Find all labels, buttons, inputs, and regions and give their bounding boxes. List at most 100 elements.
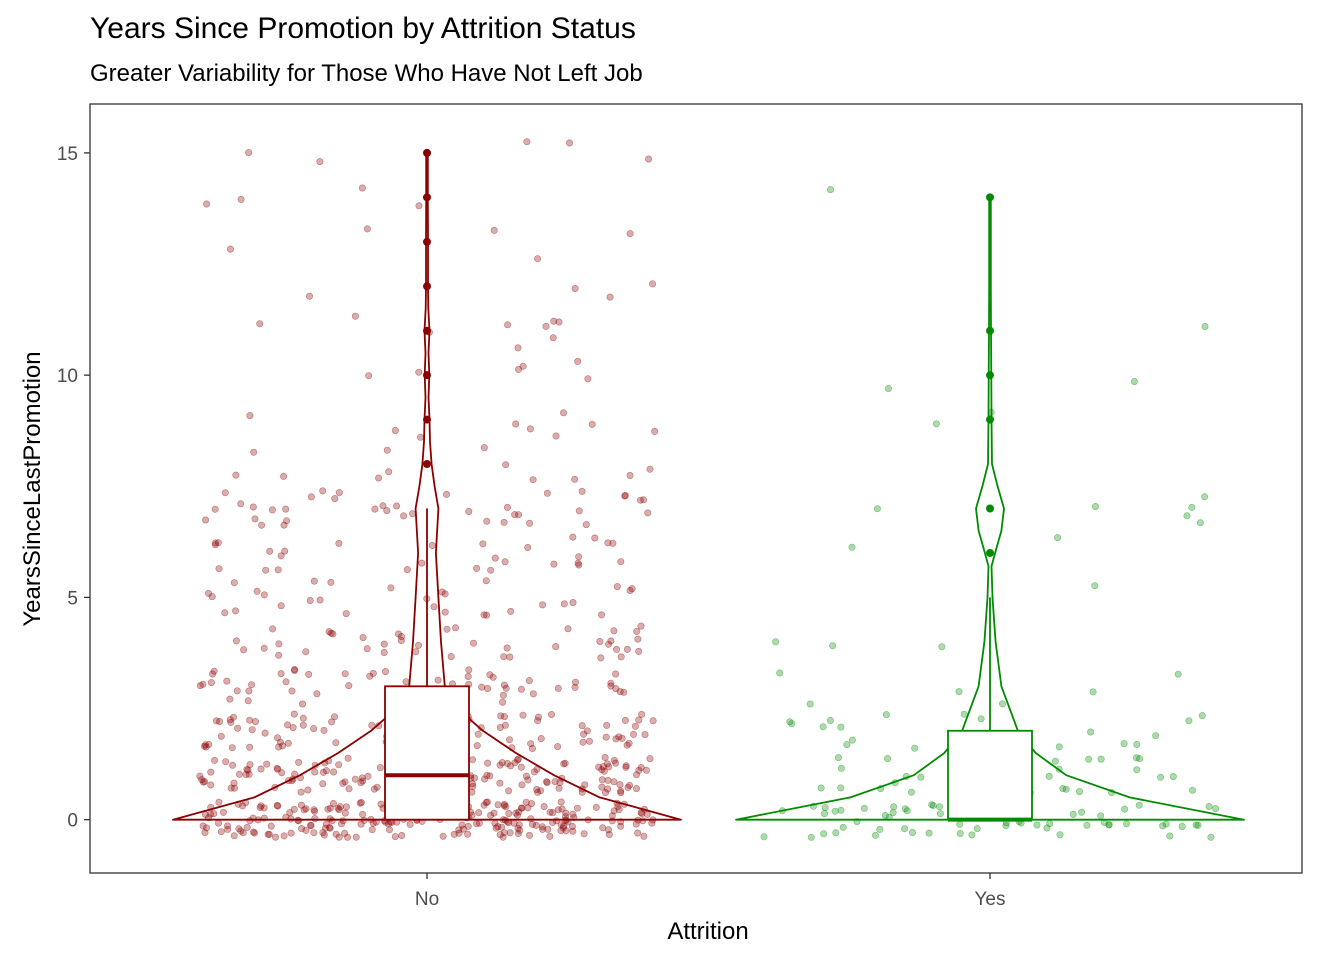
jitter-point-no bbox=[342, 610, 350, 618]
jitter-point-yes bbox=[884, 755, 892, 763]
jitter-point-yes bbox=[936, 803, 944, 811]
jitter-point-no bbox=[211, 505, 219, 513]
jitter-point-yes bbox=[1162, 820, 1170, 828]
jitter-point-no bbox=[610, 778, 618, 786]
jitter-point-no bbox=[622, 762, 630, 770]
jitter-point-yes bbox=[806, 700, 814, 708]
jitter-point-no bbox=[212, 539, 220, 547]
jitter-point-no bbox=[571, 284, 579, 292]
jitter-point-no bbox=[644, 509, 652, 517]
jitter-point-no bbox=[305, 292, 313, 300]
jitter-point-no bbox=[324, 805, 332, 813]
jitter-point-no bbox=[248, 681, 256, 689]
jitter-layer bbox=[196, 138, 1220, 841]
jitter-point-no bbox=[244, 697, 252, 705]
jitter-point-no bbox=[469, 639, 477, 647]
jitter-point-no bbox=[199, 680, 207, 688]
jitter-point-no bbox=[342, 803, 350, 811]
jitter-point-no bbox=[442, 490, 450, 498]
jitter-point-no bbox=[291, 665, 299, 673]
jitter-point-no bbox=[359, 634, 367, 642]
jitter-point-no bbox=[571, 475, 579, 483]
jitter-point-no bbox=[268, 506, 276, 514]
jitter-point-no bbox=[232, 471, 240, 479]
jitter-point-no bbox=[604, 539, 612, 547]
jitter-point-no bbox=[368, 826, 376, 834]
chart-subtitle: Greater Variability for Those Who Have N… bbox=[90, 60, 643, 87]
jitter-point-yes bbox=[1056, 831, 1064, 839]
jitter-point-no bbox=[286, 809, 294, 817]
jitter-point-no bbox=[496, 761, 504, 769]
jitter-point-no bbox=[513, 811, 521, 819]
jitter-point-no bbox=[381, 668, 389, 676]
jitter-point-no bbox=[561, 759, 569, 767]
jitter-point-no bbox=[640, 496, 648, 504]
jitter-point-no bbox=[479, 540, 487, 548]
jitter-point-no bbox=[335, 539, 343, 547]
jitter-point-no bbox=[310, 829, 318, 837]
jitter-point-no bbox=[335, 833, 343, 841]
jitter-point-no bbox=[205, 740, 213, 748]
jitter-point-yes bbox=[1212, 805, 1220, 813]
jitter-point-no bbox=[507, 762, 515, 770]
jitter-point-no bbox=[398, 831, 406, 839]
jitter-point-no bbox=[537, 735, 545, 743]
jitter-point-no bbox=[227, 245, 235, 253]
jitter-point-no bbox=[277, 552, 285, 560]
jitter-point-no bbox=[249, 503, 257, 511]
jitter-point-yes bbox=[807, 833, 815, 841]
jitter-point-no bbox=[617, 789, 625, 797]
jitter-point-no bbox=[319, 487, 327, 495]
jitter-point-no bbox=[475, 809, 483, 817]
jitter-point-no bbox=[274, 802, 282, 810]
jitter-point-yes bbox=[1087, 728, 1095, 736]
jitter-point-no bbox=[311, 815, 319, 823]
jitter-point-no bbox=[365, 372, 373, 380]
jitter-point-no bbox=[275, 640, 283, 648]
jitter-point-no bbox=[612, 735, 620, 743]
jitter-point-no bbox=[302, 648, 310, 656]
jitter-point-no bbox=[459, 825, 467, 833]
jitter-point-no bbox=[237, 827, 245, 835]
jitter-point-yes bbox=[929, 801, 937, 809]
jitter-point-no bbox=[305, 670, 313, 678]
jitter-point-no bbox=[226, 716, 234, 724]
jitter-point-no bbox=[569, 533, 577, 541]
jitter-point-no bbox=[375, 474, 383, 482]
jitter-point-no bbox=[524, 543, 532, 551]
jitter-point-no bbox=[568, 822, 576, 830]
jitter-point-no bbox=[645, 155, 653, 163]
jitter-point-yes bbox=[1123, 820, 1131, 828]
box-layer bbox=[384, 508, 1033, 822]
jitter-point-yes bbox=[1083, 821, 1091, 829]
jitter-point-no bbox=[617, 653, 625, 661]
jitter-point-no bbox=[579, 738, 587, 746]
jitter-point-no bbox=[529, 476, 537, 484]
jitter-point-no bbox=[620, 688, 628, 696]
jitter-point-no bbox=[643, 810, 651, 818]
jitter-point-yes bbox=[1078, 808, 1086, 816]
jitter-point-no bbox=[486, 671, 494, 679]
jitter-point-yes bbox=[819, 723, 827, 731]
jitter-point-no bbox=[334, 804, 342, 812]
jitter-point-yes bbox=[1002, 822, 1010, 830]
jitter-point-no bbox=[583, 727, 591, 735]
jitter-point-no bbox=[617, 822, 625, 830]
jitter-point-yes bbox=[772, 638, 780, 646]
jitter-point-yes bbox=[1105, 821, 1113, 829]
jitter-point-yes bbox=[1092, 502, 1100, 510]
jitter-point-no bbox=[307, 822, 315, 830]
jitter-point-no bbox=[351, 775, 359, 783]
jitter-point-no bbox=[551, 778, 559, 786]
jitter-point-yes bbox=[1089, 688, 1097, 696]
jitter-point-no bbox=[297, 801, 305, 809]
jitter-point-yes bbox=[1054, 534, 1062, 542]
jitter-point-no bbox=[336, 803, 344, 811]
jitter-point-no bbox=[518, 804, 526, 812]
jitter-point-no bbox=[447, 653, 455, 661]
jitter-point-no bbox=[610, 627, 618, 635]
jitter-point-yes bbox=[973, 825, 981, 833]
jitter-point-no bbox=[224, 825, 232, 833]
jitter-point-no bbox=[313, 690, 321, 698]
